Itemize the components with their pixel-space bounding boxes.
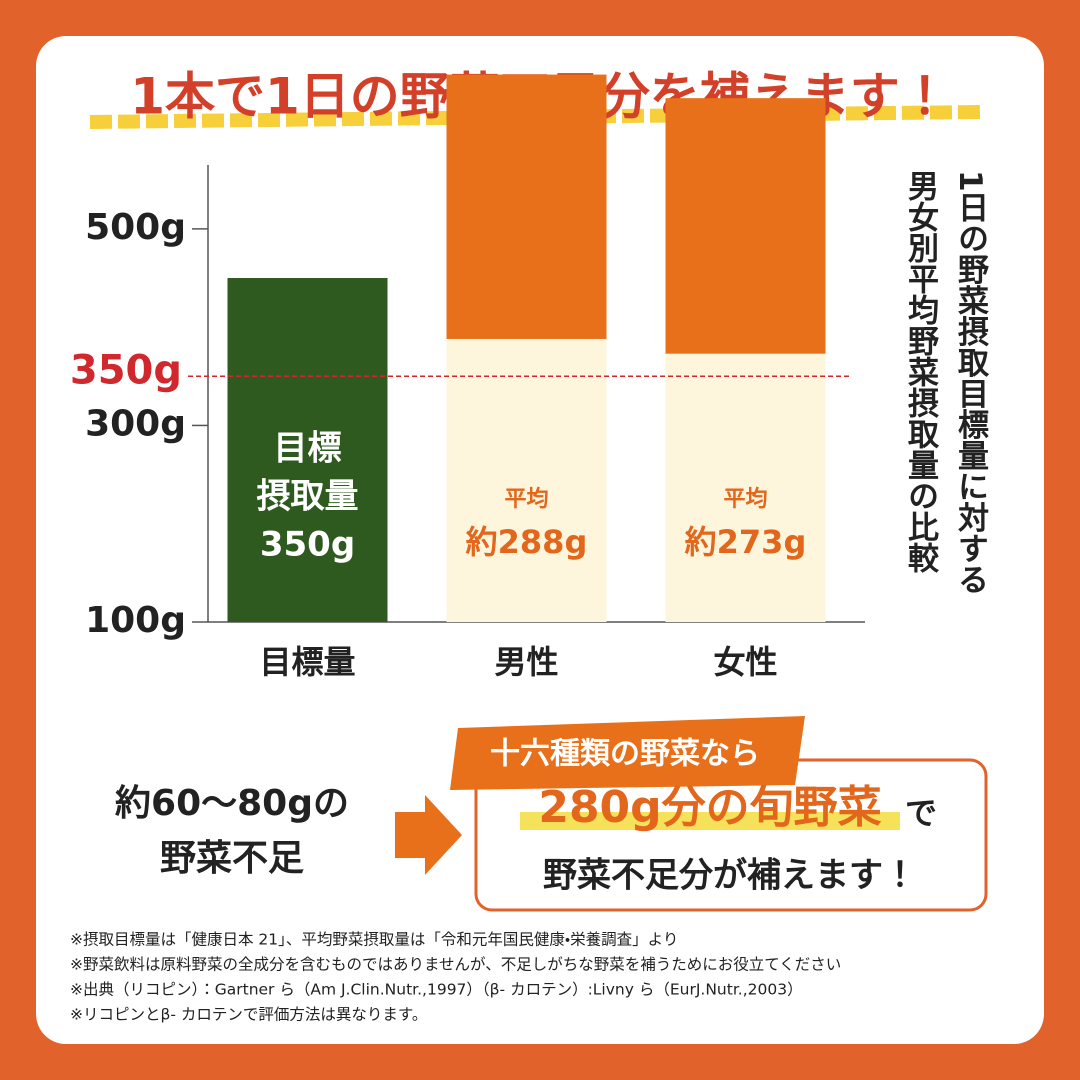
highlight-marker <box>520 812 900 830</box>
y-tick-label: 300g <box>85 403 186 444</box>
footnotes: ※摂取目標量は「健康日本 21」、平均野菜摂取量は「令和元年国民健康・栄養調査」… <box>70 931 841 1024</box>
bar-note: 平均 <box>723 486 767 512</box>
x-tick-label: 目標量 <box>259 643 355 681</box>
y-tick-label: 100g <box>85 600 186 641</box>
bar-note: 約288g <box>466 523 588 561</box>
side-title-line: 男女別平均野菜摂取量の比較 <box>902 170 938 573</box>
bar-note: 350g <box>260 525 355 565</box>
bar-note: 摂取量 <box>257 477 359 517</box>
footnote: ※摂取目標量は「健康日本 21」、平均野菜摂取量は「令和元年国民健康・栄養調査」… <box>70 931 678 949</box>
bar <box>665 98 826 354</box>
bar <box>446 338 607 622</box>
badge <box>450 716 805 790</box>
x-tick-label: 女性 <box>713 643 777 681</box>
x-tick-label: 男性 <box>494 643 558 681</box>
badge-text: 十六種類の野菜なら <box>490 737 760 772</box>
highlight-suffix: で <box>905 794 937 832</box>
side-title: 1日の野菜摂取目標量に対する 男女別平均野菜摂取量の比較 <box>895 170 995 730</box>
bar <box>665 353 826 622</box>
reference-label: 350g <box>70 347 182 393</box>
title-underline <box>89 105 981 129</box>
arrow <box>395 795 462 875</box>
y-tick-label: 500g <box>85 207 186 248</box>
bar-note: 平均 <box>504 486 548 512</box>
callout-text: 野菜不足分が補えます！ <box>543 856 917 896</box>
bar <box>446 74 607 339</box>
footnote: ※野菜飲料は原料野菜の全成分を含むものではありませんが、不足しがちな野菜を補うた… <box>70 956 841 974</box>
highlight-text: 280g分の旬野菜 <box>538 782 881 833</box>
footnote: ※出典（リコピン）：Gartner ら（Am J.Clin.Nutr.,1997… <box>70 981 803 999</box>
shortage-text: 約60〜80gの <box>115 783 349 824</box>
side-title-line: 1日の野菜摂取目標量に対する <box>952 170 988 595</box>
bar-note: 約273g <box>685 523 807 561</box>
footnote: ※リコピンとβ- カロテンで評価方法は異なります。 <box>70 1006 427 1024</box>
shortage-text: 野菜不足 <box>160 838 304 879</box>
bar <box>227 278 388 622</box>
bar-note: 目標 <box>274 429 342 469</box>
